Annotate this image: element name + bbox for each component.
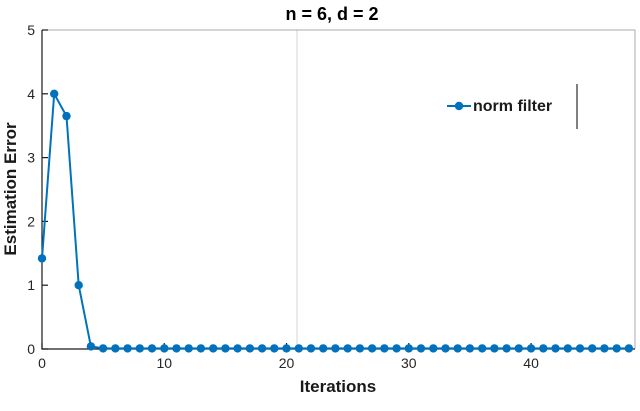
data-point-marker [319, 344, 328, 353]
data-point-marker [257, 344, 267, 353]
x-tick-label: 10 [156, 355, 172, 371]
axes-box-top-right [42, 29, 636, 349]
data-point-marker [172, 344, 181, 353]
data-point-marker [563, 344, 572, 353]
y-tick-label: 3 [27, 150, 35, 166]
data-point-marker [453, 344, 462, 353]
data-point-marker [367, 344, 377, 353]
data-point-marker [135, 344, 144, 353]
y-tick-label: 1 [27, 277, 35, 293]
data-point-marker [270, 344, 279, 353]
x-axis-label: Iterations [300, 377, 377, 396]
y-tick-label: 2 [27, 213, 35, 229]
data-point-marker [588, 344, 597, 353]
data-point-marker [294, 344, 303, 353]
data-point-marker [196, 344, 206, 353]
data-point-marker [355, 344, 365, 353]
data-point-marker [86, 342, 96, 351]
data-point-marker [123, 344, 132, 353]
data-point-marker [111, 344, 120, 353]
data-point-marker [514, 344, 523, 353]
data-point-marker [98, 344, 108, 353]
data-point-marker [209, 344, 218, 353]
data-point-marker [306, 344, 316, 353]
data-point-marker [416, 344, 426, 353]
data-point-marker [526, 344, 536, 353]
data-point-marker [221, 344, 230, 353]
y-tick-label: 4 [27, 86, 35, 102]
data-point-marker [37, 254, 47, 263]
data-point-marker [490, 344, 499, 353]
data-point-marker [575, 344, 585, 353]
data-point-marker [331, 344, 340, 353]
y-axis-label: Estimation Error [1, 122, 20, 256]
legend: norm filter [447, 84, 578, 129]
data-point-marker [160, 344, 169, 353]
legend-label: norm filter [473, 98, 552, 115]
data-point-marker [478, 344, 487, 353]
y-tick-label: 5 [27, 22, 35, 38]
data-point-marker [502, 344, 511, 353]
data-point-marker [245, 344, 255, 353]
x-tick-label: 30 [401, 355, 417, 371]
data-point-marker [429, 344, 438, 353]
data-point-marker [465, 344, 475, 353]
data-point-marker [233, 344, 242, 353]
legend-marker-sample [454, 101, 464, 111]
chart-title: n = 6, d = 2 [285, 4, 378, 24]
data-point-marker [74, 281, 83, 290]
x-tick-label: 0 [38, 355, 46, 371]
data-point-marker [184, 344, 193, 353]
data-point-marker [612, 344, 621, 353]
data-point-marker [343, 344, 352, 353]
data-point-marker [62, 111, 71, 121]
data-point-marker [404, 344, 413, 353]
data-point-marker [50, 89, 59, 99]
data-point-marker [600, 344, 609, 353]
data-point-marker [624, 344, 634, 353]
x-tick-label: 40 [523, 355, 539, 371]
plot-layer: 0 10 20 30 40 0 1 2 3 4 5 [27, 22, 636, 371]
data-point-marker [380, 344, 389, 353]
data-point-marker [539, 344, 548, 353]
series-line [41, 92, 629, 350]
data-point-marker [147, 344, 157, 353]
data-point-marker [282, 344, 291, 353]
axes-box-left-bottom [41, 30, 635, 350]
x-tick-label: 20 [279, 355, 295, 371]
y-tick-label: 0 [27, 341, 35, 357]
data-point-marker [441, 344, 450, 353]
data-point-marker [551, 344, 560, 353]
data-point-marker [392, 344, 401, 353]
